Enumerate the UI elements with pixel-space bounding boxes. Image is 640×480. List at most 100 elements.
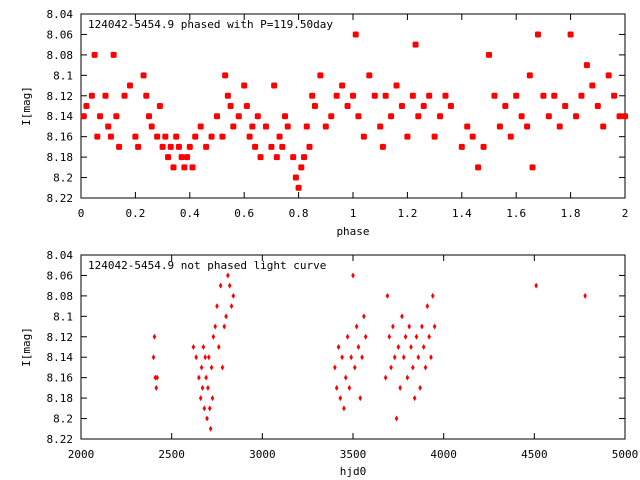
data-point	[230, 123, 237, 130]
data-point	[151, 354, 156, 361]
data-point	[121, 92, 128, 99]
data-point	[425, 303, 430, 310]
data-point	[102, 92, 109, 99]
phased-light-curve-chart: 8.04 8.06 8.08 8.1 8.12 8.14 8.16 8.18 8.2 8.22 0…	[20, 8, 628, 238]
data-point	[219, 133, 226, 140]
data-point	[379, 143, 386, 150]
data-point	[116, 143, 123, 150]
data-point	[518, 113, 525, 120]
data-point	[352, 31, 359, 38]
unphased-x-axis-label: hjd0	[340, 465, 367, 478]
data-point	[529, 164, 536, 171]
data-point	[340, 354, 344, 361]
data-point	[173, 133, 180, 140]
data-point	[105, 123, 112, 130]
phased-y-tick-label: 8.22	[47, 192, 74, 205]
data-point	[94, 133, 101, 140]
data-point	[227, 282, 232, 289]
phased-chart-title: 124042-5454.9 phased with P=119.50day	[88, 18, 333, 31]
data-point	[344, 103, 351, 109]
data-point	[311, 103, 318, 109]
data-point	[143, 92, 150, 99]
data-point	[140, 72, 147, 79]
data-point	[333, 364, 337, 371]
data-point	[328, 113, 335, 120]
unphased-light-curve-chart: 8.04 8.06 8.08 8.1 8.12 8.14 8.16 8.18 8.2 8.22 2…	[20, 249, 638, 478]
unphased-y-tick-label: 8.04	[47, 249, 74, 262]
data-point	[358, 395, 363, 402]
unphased-x-tick-label: 4000	[430, 448, 457, 461]
data-point	[389, 364, 393, 371]
data-point	[387, 333, 392, 340]
data-point	[97, 113, 104, 120]
data-point	[178, 154, 185, 161]
data-point	[562, 103, 569, 109]
data-point	[199, 364, 204, 371]
phased-y-tick-label: 8.12	[47, 90, 74, 103]
data-point	[333, 92, 340, 99]
data-point	[355, 113, 362, 120]
unphased-y-axis-label: I[mag]	[20, 327, 33, 367]
data-point	[427, 333, 431, 340]
data-point	[423, 364, 428, 371]
data-point	[201, 344, 206, 350]
data-point	[211, 333, 216, 340]
data-point	[356, 344, 361, 350]
data-point	[208, 133, 215, 140]
phased-y-tick-label: 8.1	[53, 69, 73, 82]
data-point	[545, 113, 552, 120]
data-point	[209, 364, 214, 371]
data-point	[371, 92, 378, 99]
data-point	[152, 333, 157, 340]
data-point	[204, 374, 208, 381]
data-point	[605, 72, 612, 79]
unphased-x-tick-label: 5000	[612, 448, 639, 461]
data-point	[409, 92, 416, 99]
data-point	[383, 374, 388, 381]
data-point	[249, 123, 256, 130]
data-point	[156, 103, 163, 109]
data-point	[170, 164, 177, 171]
data-point	[447, 103, 454, 109]
data-point	[407, 323, 412, 330]
data-point	[191, 344, 196, 350]
data-point	[83, 103, 90, 109]
phased-x-tick-label: 0.4	[180, 207, 200, 220]
data-point	[153, 374, 158, 381]
data-point	[573, 113, 580, 120]
unphased-data-points	[151, 272, 587, 432]
unphased-x-tick-label: 3000	[249, 448, 276, 461]
data-point	[507, 133, 514, 140]
data-point	[382, 92, 389, 99]
unphased-plot-frame	[80, 254, 626, 440]
data-point	[418, 384, 422, 391]
data-point	[224, 92, 231, 99]
data-point	[220, 364, 225, 371]
data-point	[207, 354, 211, 361]
unphased-y-tick-label: 8.08	[47, 290, 74, 303]
data-point	[154, 384, 159, 391]
data-point	[414, 333, 419, 340]
data-point	[551, 92, 558, 99]
data-point	[222, 323, 227, 330]
data-point	[206, 384, 210, 391]
data-point	[354, 323, 359, 330]
data-point	[295, 184, 302, 191]
data-point	[273, 154, 280, 161]
data-point	[231, 292, 236, 299]
unphased-y-tick-label: 8.2	[53, 413, 73, 426]
phased-x-tick-label: 0.2	[125, 207, 145, 220]
data-point	[227, 103, 234, 109]
data-point	[567, 31, 574, 38]
phased-x-tick-label: 0.8	[289, 207, 309, 220]
data-point	[502, 103, 509, 109]
data-point	[198, 395, 203, 402]
phased-y-tick-label: 8.08	[47, 49, 74, 62]
data-point	[392, 354, 397, 361]
data-point	[416, 354, 421, 361]
unphased-x-tick-label: 2000	[68, 448, 95, 461]
data-point	[393, 82, 400, 89]
data-point	[292, 174, 299, 181]
data-point	[391, 323, 395, 330]
data-point	[385, 292, 390, 299]
